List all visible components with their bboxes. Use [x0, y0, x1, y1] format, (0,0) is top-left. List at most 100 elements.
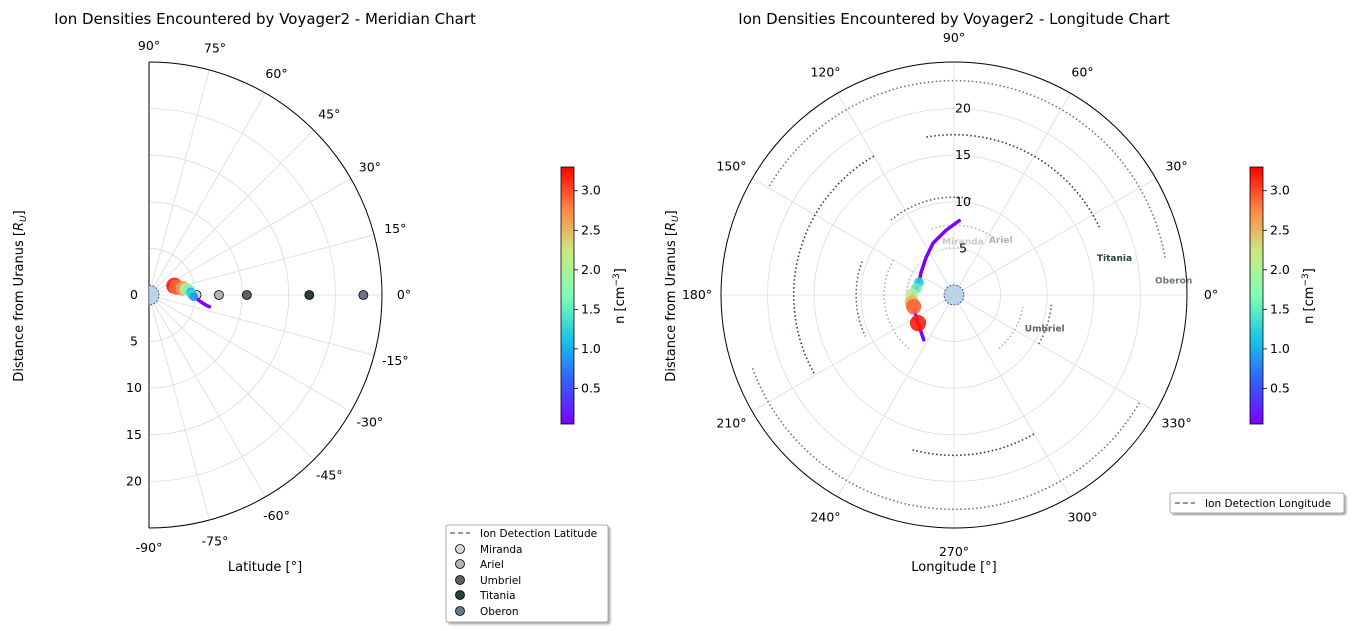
meridian-angle-gridline-60 — [148, 294, 266, 497]
meridian-angle-label-15: 15° — [384, 221, 406, 236]
longitude-angle-label-150: 150° — [716, 159, 746, 174]
meridian-angle-gridline-45 — [148, 129, 315, 296]
longitude-angle-label-330: 330° — [1162, 416, 1192, 431]
cb2-ticks-label-2-5: 2.5 — [1270, 222, 1290, 237]
longitude-moon-label-titania: Titania — [1097, 254, 1132, 264]
meridian-radial-label-0: 0 — [130, 287, 138, 302]
longitude-orbit-titania-0 — [926, 133, 1101, 228]
meridian-radial-label-5: 5 — [130, 334, 138, 349]
meridian-angle-label-75: 75° — [204, 41, 226, 56]
cb2-ticks-label-1-5: 1.5 — [1270, 301, 1290, 316]
longitude-orbit-titania-2 — [912, 433, 1035, 457]
longitude-angle-gridline-210 — [752, 294, 955, 412]
longitude-colorbar-label: n [cm−3] — [1301, 268, 1317, 324]
meridian-legend: Ion Detection Latitude Miranda Ariel Umb… — [445, 524, 609, 623]
cb2-ticks-label-2-0: 2.0 — [1270, 262, 1290, 277]
meridian-outer-boundary — [148, 61, 383, 529]
cb1-ticks-label-2-5: 2.5 — [581, 222, 601, 237]
meridian-angle-label-45: -45° — [316, 467, 343, 482]
legend-oberon-marker — [455, 606, 465, 616]
longitude-moon-label-ariel: Ariel — [989, 236, 1013, 246]
meridian-angle-label-30: -30° — [357, 415, 384, 430]
meridian-density-point-10 — [189, 292, 199, 302]
legend-umbriel: Umbriel — [480, 575, 521, 587]
meridian-angle-label-30: 30° — [359, 160, 381, 175]
meridian-angle-label-60: -60° — [263, 508, 290, 523]
meridian-ylabel: Distance from Uranus [RU] — [12, 210, 29, 381]
longitude-angle-label-210: 210° — [716, 416, 746, 431]
meridian-uranus-marker — [148, 284, 160, 306]
longitude-radial-label-15: 15 — [955, 147, 971, 162]
longitude-orbit-oberon-0 — [767, 79, 1166, 258]
meridian-xlabel: Latitude [°] — [228, 560, 302, 575]
meridian-title: Ion Densities Encountered by Voyager2 - … — [54, 10, 476, 28]
meridian-angle-label-60: 60° — [265, 66, 287, 81]
cb1-ticks-label-0-5: 0.5 — [581, 380, 601, 395]
longitude-angle-gridline-60 — [953, 93, 1071, 296]
longitude-orbit-umbriel-1 — [855, 261, 867, 337]
meridian-angle-label-90: -90° — [136, 540, 163, 555]
meridian-angle-gridline-75 — [148, 69, 210, 296]
cb2-ticks-label-3-0: 3.0 — [1270, 183, 1290, 198]
legend-ion-detection-latitude: Ion Detection Latitude — [480, 528, 597, 540]
meridian-angle-label-45: 45° — [318, 107, 340, 122]
legend-ariel-marker — [455, 559, 465, 569]
longitude-moon-label-miranda: Miranda — [942, 238, 983, 248]
meridian-angle-gridline-75 — [148, 294, 210, 521]
longitude-angle-label-180: 180° — [682, 287, 712, 302]
longitude-moon-label-oberon: Oberon — [1155, 276, 1192, 286]
longitude-orbit-oberon-1 — [751, 368, 1141, 511]
longitude-legend: Ion Detection Longitude — [1169, 492, 1345, 514]
cb1-ticks-label-2-0: 2.0 — [581, 262, 601, 277]
meridian-legend-box — [445, 524, 609, 623]
meridian-angle-gridline-15 — [148, 294, 375, 356]
longitude-xlabel: Longitude [°] — [911, 560, 996, 575]
longitude-ylabel: Distance from Uranus [RU] — [664, 210, 681, 381]
longitude-radial-label-20: 20 — [955, 101, 971, 116]
meridian-moon-titania — [304, 290, 315, 300]
meridian-tick-labels: 90° 75° 60° 45° 30° 15° 0° -15° -30° -45° -60° -75°… — [126, 38, 411, 555]
longitude-angle-gridline-30 — [953, 178, 1156, 296]
cb1-ticks-label-3-0: 3.0 — [581, 183, 601, 198]
longitude-density-point-11 — [909, 314, 927, 332]
meridian-trajectory — [166, 277, 212, 309]
cb2-ticks-label-1-0: 1.0 — [1270, 341, 1290, 356]
longitude-angle-label-300: 300° — [1067, 510, 1097, 525]
longitude-orbit-titania-1 — [792, 155, 875, 376]
meridian-angle-gridline-45 — [148, 294, 315, 461]
legend-titania: Titania — [479, 590, 516, 602]
legend-ion-detection-longitude: Ion Detection Longitude — [1205, 498, 1331, 510]
legend-oberon: Oberon — [480, 606, 519, 618]
meridian-chart: Ion Densities Encountered by Voyager2 - … — [12, 10, 628, 623]
longitude-orbit-umbriel-0 — [890, 196, 972, 221]
longitude-radial-label-5: 5 — [959, 240, 967, 255]
meridian-colorbar-bar — [560, 166, 575, 425]
longitude-angle-label-90: 90° — [943, 30, 965, 45]
longitude-angle-label-270: 270° — [939, 544, 969, 559]
cb1-ticks-label-1-5: 1.5 — [581, 301, 601, 316]
meridian-angle-label-0: 0° — [397, 287, 411, 302]
longitude-chart: Ion Densities Encountered by Voyager2 - … — [664, 10, 1345, 575]
meridian-radial-label-15: 15 — [126, 427, 142, 442]
longitude-density-point-9 — [906, 298, 922, 315]
longitude-colorbar-bar — [1249, 166, 1264, 425]
longitude-orbit-miranda-0 — [941, 246, 967, 250]
longitude-orbit-ariel-1 — [883, 259, 910, 350]
meridian-moon-umbriel — [241, 290, 252, 300]
legend-miranda-marker — [455, 544, 465, 554]
longitude-colorbar-ticks: 0.5 1.0 1.5 2.0 2.5 3.0 — [1263, 183, 1290, 395]
longitude-moon-label-umbriel: Umbriel — [1025, 325, 1065, 335]
legend-miranda: Miranda — [480, 544, 522, 556]
longitude-moon-orbits — [751, 79, 1166, 511]
longitude-angle-label-30: 30° — [1165, 159, 1187, 174]
meridian-moon-ariel — [213, 290, 224, 300]
longitude-orbit-ariel-2 — [998, 306, 1024, 350]
longitude-colorbar: 0.5 1.0 1.5 2.0 2.5 3.0 n [cm−3] — [1249, 166, 1317, 425]
meridian-angle-label-90: 90° — [138, 38, 160, 53]
meridian-angle-label-75: -75° — [202, 533, 229, 548]
meridian-radial-label-10: 10 — [126, 380, 142, 395]
longitude-angle-label-60: 60° — [1071, 64, 1093, 79]
meridian-colorbar-ticks: 0.5 1.0 1.5 2.0 2.5 3.0 — [574, 183, 601, 395]
longitude-title: Ion Densities Encountered by Voyager2 - … — [738, 10, 1170, 28]
